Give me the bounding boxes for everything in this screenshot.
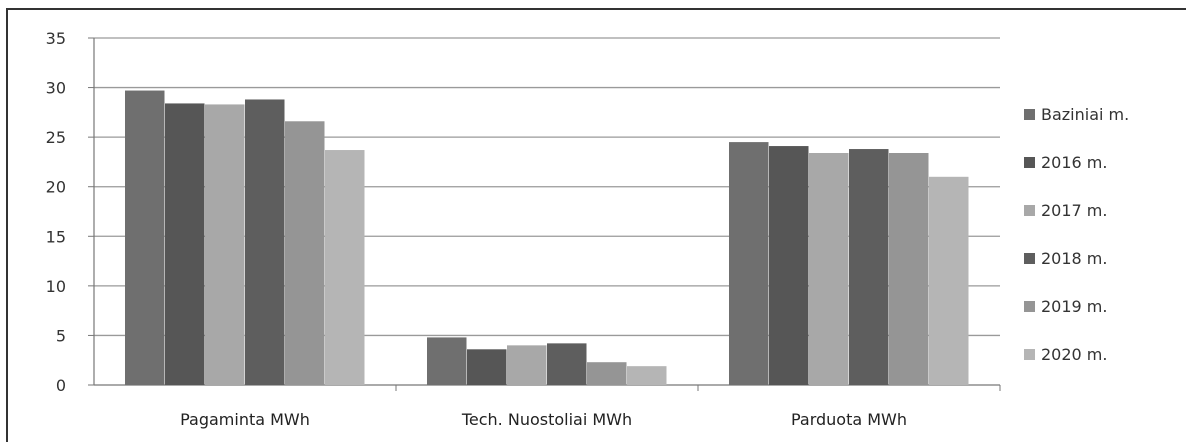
category-label: Parduota MWh — [791, 410, 907, 429]
bar — [587, 362, 627, 385]
bar — [325, 150, 365, 385]
bar — [809, 153, 849, 385]
y-tick-label: 0 — [56, 376, 66, 395]
y-tick-label: 15 — [46, 227, 66, 246]
y-tick-label: 5 — [56, 326, 66, 345]
legend-label: 2017 m. — [1041, 201, 1107, 220]
legend-label: 2019 m. — [1041, 297, 1107, 316]
category-label: Tech. Nuostoliai MWh — [461, 410, 632, 429]
chart-frame — [6, 8, 1186, 442]
category-label: Pagaminta MWh — [180, 410, 310, 429]
legend-label: Baziniai m. — [1041, 105, 1129, 124]
legend-swatch — [1024, 109, 1035, 120]
legend-swatch — [1024, 301, 1035, 312]
bar — [205, 104, 245, 385]
legend-swatch — [1024, 157, 1035, 168]
legend-label: 2016 m. — [1041, 153, 1107, 172]
bar — [427, 337, 467, 385]
bar — [627, 366, 667, 385]
y-tick-label: 25 — [46, 128, 66, 147]
bar — [125, 90, 165, 385]
y-tick-label: 10 — [46, 277, 66, 296]
bar — [729, 142, 769, 385]
bar — [165, 103, 205, 385]
y-tick-labels: 0 5 10 15 20 25 30 35 — [46, 29, 66, 395]
legend-label: 2018 m. — [1041, 249, 1107, 268]
bar — [929, 176, 969, 385]
bar — [507, 345, 547, 385]
bar — [285, 121, 325, 385]
y-tick-label: 30 — [46, 79, 66, 98]
category-labels: Pagaminta MWh Tech. Nuostoliai MWh Parduot… — [180, 410, 907, 429]
bars — [125, 90, 969, 386]
legend-swatch — [1024, 205, 1035, 216]
bar — [889, 153, 929, 385]
y-tick-label: 35 — [46, 29, 66, 48]
y-tick-label: 20 — [46, 178, 66, 197]
bar — [467, 349, 507, 385]
bar — [769, 146, 809, 385]
bar — [547, 343, 587, 385]
legend-swatch — [1024, 253, 1035, 264]
legend-swatch — [1024, 349, 1035, 360]
bar — [849, 149, 889, 385]
legend-label: 2020 m. — [1041, 345, 1107, 364]
bar — [245, 99, 285, 386]
legend: Baziniai m. 2016 m. 2017 m. 2018 m. 2019 m. 2… — [1024, 105, 1129, 364]
